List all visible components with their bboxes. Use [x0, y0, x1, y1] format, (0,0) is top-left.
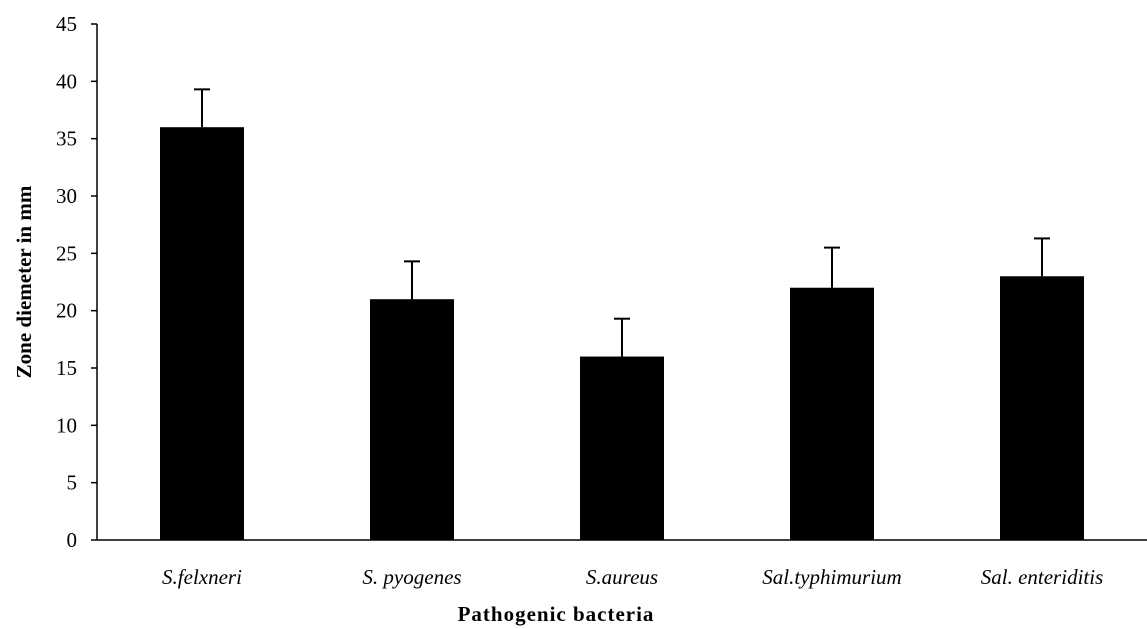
bar: [790, 287, 874, 540]
bar: [160, 127, 244, 540]
category-label: S.aureus: [586, 565, 658, 589]
y-tick-label: 40: [56, 69, 77, 93]
y-tick-label: 45: [56, 12, 77, 36]
error-bars: [194, 88, 1050, 357]
category-label: S.felxneri: [162, 565, 242, 589]
y-tick-label: 5: [67, 471, 78, 495]
y-tick-label: 10: [56, 413, 77, 437]
category-label: Sal.typhimurium: [762, 565, 901, 589]
category-labels: S.felxneri S. pyogenes S.aureus Sal.typhimu…: [162, 565, 1103, 589]
x-axis-title: Pathogenic bacteria: [458, 602, 655, 626]
y-tick-label: 25: [56, 241, 77, 265]
bar: [1000, 276, 1084, 540]
y-tick-label: 15: [56, 356, 77, 380]
y-tick-label: 30: [56, 184, 77, 208]
y-tick-label: 20: [56, 299, 77, 323]
bar: [580, 356, 664, 540]
bars: [160, 127, 1084, 540]
y-axis-title: Zone diemeter in mm: [12, 185, 36, 378]
y-axis-ticks: 0 5 10 15 20 25 30 35 40 45: [56, 12, 97, 552]
category-label: S. pyogenes: [362, 565, 461, 589]
y-tick-label: 0: [67, 528, 78, 552]
bar: [370, 299, 454, 540]
y-tick-label: 35: [56, 127, 77, 151]
category-label: Sal. enteriditis: [981, 565, 1104, 589]
